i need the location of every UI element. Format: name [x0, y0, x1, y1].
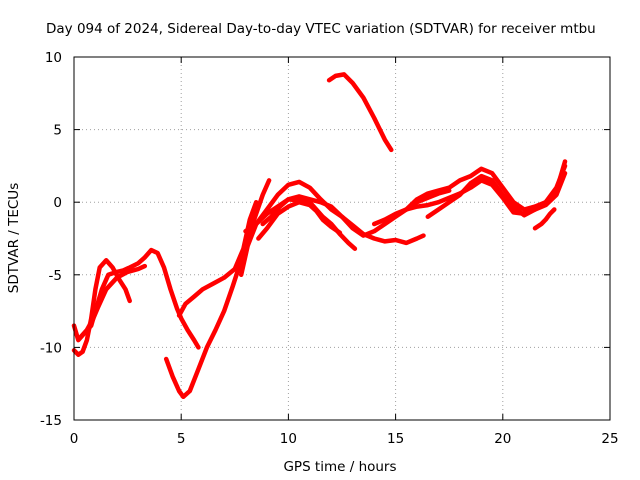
x-axis-label: GPS time / hours [283, 459, 396, 475]
grid-layer [74, 57, 610, 420]
y-tick-label: -5 [49, 268, 62, 284]
x-tick-label: 15 [387, 431, 404, 447]
x-tick-label: 10 [280, 431, 297, 447]
series-line-pass-b [71, 258, 132, 357]
y-tick-label: -15 [40, 413, 62, 429]
series-line-pass-g [243, 179, 426, 246]
series-line-pass-l [404, 159, 568, 212]
series-line-pass-n [532, 207, 557, 231]
plot-frame [73, 56, 611, 421]
series-line-pass-i [256, 199, 343, 241]
series-line-pass-m [425, 170, 568, 219]
y-tick-label: -10 [40, 340, 62, 356]
y-tick-label: 10 [45, 50, 62, 66]
series-layer [71, 72, 568, 400]
x-tick-label: 5 [177, 431, 186, 447]
x-tick-label: 0 [70, 431, 79, 447]
y-tick-label: 5 [53, 123, 62, 139]
ticks-layer: 0 5 10 15 20 25 -15 -10 -5 0 5 10 [40, 50, 619, 447]
y-axis-label: SDTVAR / TECUs [6, 183, 22, 293]
x-tick-label: 25 [601, 431, 618, 447]
series-line-pass-e [176, 199, 259, 318]
series-line-pass-j [326, 72, 394, 153]
series-line-pass-c [78, 263, 148, 340]
x-tick-label: 20 [494, 431, 511, 447]
y-tick-label: 0 [53, 195, 62, 211]
chart-title: Day 094 of 2024, Sidereal Day-to-day VTE… [46, 21, 596, 37]
